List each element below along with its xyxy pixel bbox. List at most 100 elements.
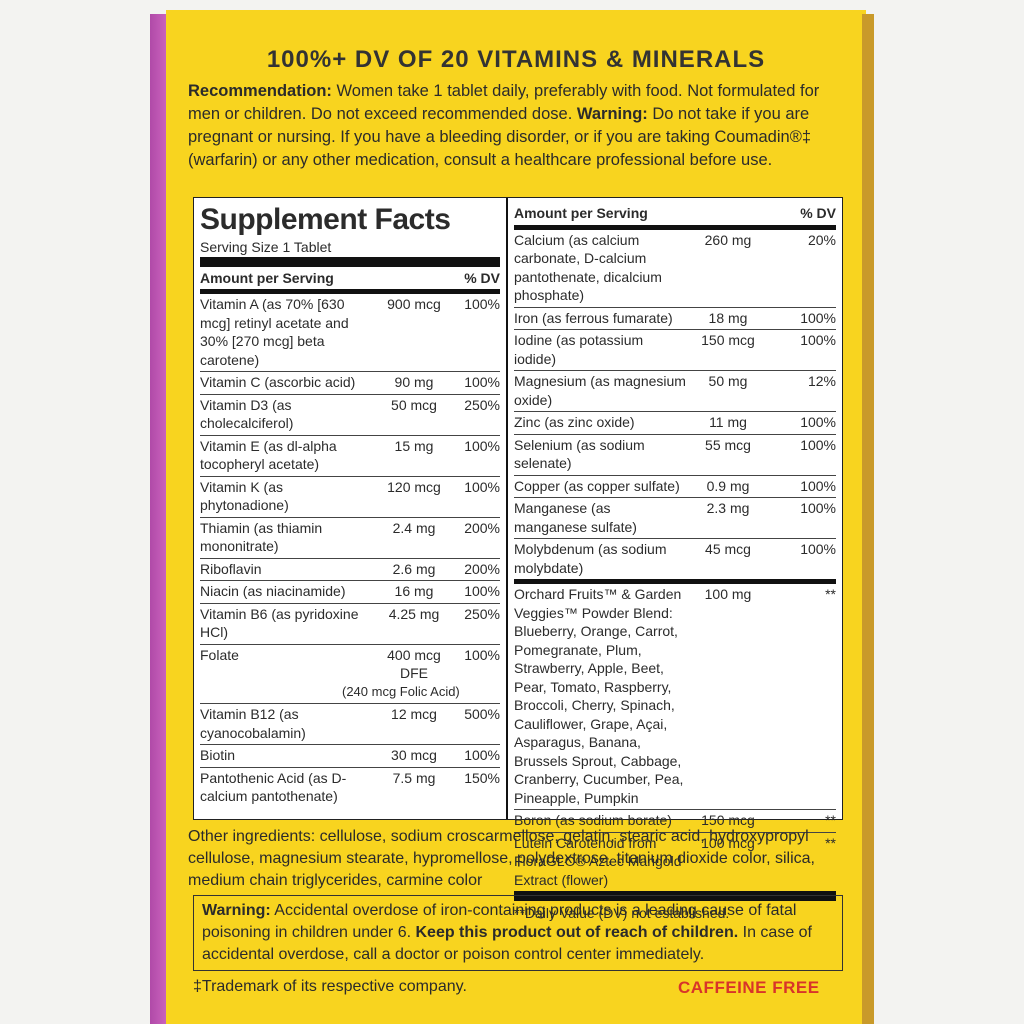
- amount-cell: 11 mg: [686, 413, 770, 432]
- amount: 55 mcg: [705, 436, 751, 453]
- daily-value: 150%: [464, 769, 500, 786]
- amount: 150 mcg: [701, 332, 755, 348]
- amount: 45 mcg: [705, 541, 751, 557]
- nutrient: Zinc (as zinc oxide): [514, 414, 635, 430]
- amount-cell: 0.9 mg: [686, 477, 770, 496]
- daily-value: 100%: [464, 374, 500, 390]
- nutrient-row: Vitamin E (as dl-alpha tocopheryl acetat…: [200, 436, 500, 477]
- daily-value: 100%: [800, 436, 836, 453]
- box-side: [862, 14, 874, 1024]
- daily-value: **: [825, 834, 836, 851]
- daily-value: 20%: [807, 231, 836, 248]
- nutrient: Lutein Carotenoid from FloraGLO® Aztec M…: [514, 834, 682, 888]
- nutrient: Vitamin A (as 70% [630 mcg] retinyl acet…: [200, 296, 349, 368]
- nutrient: Iron (as ferrous fumarate): [514, 309, 673, 326]
- daily-value: 100%: [464, 478, 500, 495]
- amount: 30 mcg: [391, 747, 437, 763]
- nutrient: Copper (as copper sulfate): [514, 477, 680, 494]
- nutrient: Niacin (as niacinamide): [200, 583, 346, 599]
- nutrient-row: Pantothenic Acid (as D-calcium pantothen…: [200, 768, 500, 808]
- daily-value: 250%: [464, 605, 500, 622]
- text: In case of accidental overdose, call a d…: [202, 924, 812, 963]
- amount-cell: 50 mcg: [372, 396, 456, 433]
- amount-cell: 15 mg: [372, 437, 456, 474]
- rows: Vitamin A (as 70% [630 mcg] retinyl acet…: [200, 294, 500, 808]
- emphasis: Keep this product out of reach of childr…: [415, 924, 739, 941]
- nutrient-row: Calcium (as calcium carbonate, D-calcium…: [514, 230, 836, 308]
- text: Women take 1 tablet daily, preferably wi…: [188, 82, 820, 123]
- nutrient: Molybdenum (as sodium molybdate): [514, 541, 667, 576]
- nutrient: Iodine (as potassium iodide): [514, 332, 644, 367]
- nutrient-row: Boron (as sodium borate) 150 mcg **: [514, 810, 836, 833]
- daily-value: 500%: [464, 706, 500, 722]
- rule: [514, 891, 836, 901]
- rule: [200, 289, 500, 294]
- amount-cell: 45 mcg: [686, 540, 770, 577]
- amount: 100 mg: [704, 586, 752, 602]
- daily-value: **: [825, 586, 836, 602]
- facts-title: Supplement Facts: [200, 203, 451, 236]
- amount-cell: 150 mcg: [686, 811, 770, 830]
- nutrient-row: Vitamin A (as 70% [630 mcg] retinyl acet…: [200, 294, 500, 372]
- nutrient-row: Folate 400 mcg DFE (240 mcg Folic Acid) 100…: [200, 645, 500, 704]
- daily-value: 200%: [464, 560, 500, 577]
- daily-value: 100%: [464, 583, 500, 599]
- nutrient: Pantothenic Acid (as D-calcium pantothen…: [200, 769, 347, 805]
- amount-cell: 400 mcg DFE (240 mcg Folic Acid): [342, 646, 460, 702]
- amount: 12 mcg: [391, 706, 437, 722]
- nutrient-row: Thiamin (as thiamin mononitrate) 2.4 mg 20…: [200, 518, 500, 559]
- directions: Recommendation: Women take 1 tablet dail…: [188, 80, 848, 172]
- daily-value: **: [825, 812, 836, 828]
- amount: 0.9 mg: [706, 477, 750, 494]
- rule: [200, 256, 500, 267]
- nutrient-row: Biotin 30 mcg 100%: [200, 745, 500, 768]
- amount-cell: 2.3 mg: [686, 499, 770, 536]
- amount-cell: 90 mg: [372, 373, 456, 392]
- rule: [514, 224, 836, 230]
- nutrient-row: Magnesium (as magnesium oxide) 50 mg 12%: [514, 371, 836, 412]
- nutrient: Orchard Fruits™ & Garden Veggies™ Powder…: [514, 586, 684, 806]
- nutrient: Vitamin B6 (as pyridoxine HCl): [200, 605, 359, 641]
- rule: [514, 579, 836, 584]
- nutrient: Vitamin E (as dl-alpha tocopheryl acetat…: [200, 437, 337, 473]
- amount: 18 mg: [708, 309, 748, 326]
- amount-cell: 4.25 mg: [372, 605, 456, 642]
- amount: 7.5 mg: [392, 769, 436, 786]
- amount: 4.25 mg: [388, 605, 440, 622]
- amount: 150 mcg: [701, 812, 755, 828]
- badge: CAFFEINE FREE: [678, 978, 820, 997]
- amount-cell: 120 mcg: [372, 478, 456, 515]
- label: Warning:: [576, 105, 648, 123]
- label: Warning:: [202, 902, 271, 919]
- label: Recommendation:: [188, 82, 332, 100]
- rows: Orchard Fruits™ & Garden Veggies™ Powder…: [514, 584, 836, 891]
- footnote: **Daily Value (DV) not established.: [514, 905, 730, 921]
- header-dv: % DV: [800, 205, 836, 221]
- daily-value: 100%: [800, 332, 836, 348]
- nutrient: Magnesium (as magnesium oxide): [514, 373, 686, 408]
- overdose-warning: Warning: Accidental overdose of iron-con…: [193, 895, 843, 971]
- nutrient: Thiamin (as thiamin mononitrate): [200, 519, 323, 555]
- nutrient-row: Vitamin B6 (as pyridoxine HCl) 4.25 mg 250…: [200, 604, 500, 645]
- rows: Calcium (as calcium carbonate, D-calcium…: [514, 230, 836, 580]
- amount: 11 mg: [709, 414, 747, 430]
- nutrient: Manganese (as manganese sulfate): [514, 500, 637, 535]
- nutrient-row: Iodine (as potassium iodide) 150 mcg 100%: [514, 330, 836, 371]
- amount: 260 mg: [704, 231, 752, 248]
- nutrient: Calcium (as calcium carbonate, D-calcium…: [514, 231, 662, 304]
- text: Accidental overdose of iron-containing p…: [202, 902, 797, 941]
- nutrient-row: Molybdenum (as sodium molybdate) 45 mcg 10…: [514, 539, 836, 579]
- daily-value: 100%: [800, 309, 836, 326]
- nutrient-row: Orchard Fruits™ & Garden Veggies™ Powder…: [514, 584, 836, 810]
- amount-cell: 30 mcg: [372, 746, 456, 765]
- text: Do not take if you are pregnant or nursi…: [188, 105, 812, 169]
- header-amount: Amount per Serving: [514, 205, 648, 221]
- amount-cell: 16 mg: [372, 582, 456, 601]
- amount-cell: 55 mcg: [686, 436, 770, 473]
- nutrient-row: Riboflavin 2.6 mg 200%: [200, 559, 500, 581]
- nutrient-row: Lutein Carotenoid from FloraGLO® Aztec M…: [514, 833, 836, 892]
- headline: 100%+ DV OF 20 VITAMINS & MINERALS: [266, 46, 766, 73]
- amount: 16 mg: [394, 583, 434, 599]
- nutrient: Vitamin D3 (as cholecalciferol): [200, 396, 294, 432]
